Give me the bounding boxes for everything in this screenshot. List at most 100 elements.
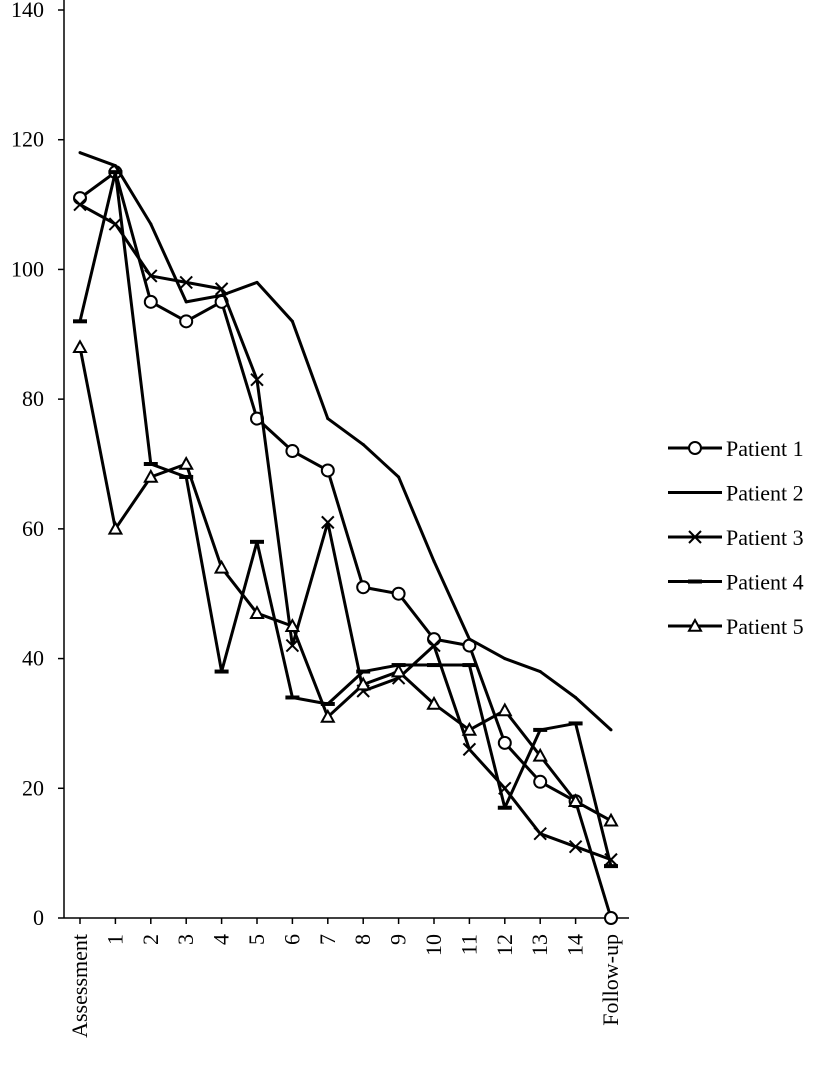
data-point (113, 164, 117, 168)
y-tick-label: 120 (11, 127, 44, 152)
x-tick-label: 10 (421, 934, 446, 956)
data-point (249, 605, 265, 619)
legend-item-patient-3: Patient 3 (668, 525, 804, 550)
data-point (107, 520, 124, 535)
y-tick-label: 0 (33, 905, 44, 930)
series-patient-3 (73, 197, 618, 867)
y-tick-label: 100 (11, 256, 44, 281)
legend-label: Patient 2 (726, 481, 804, 506)
x-tick-label: Follow-up (598, 934, 623, 1026)
x-tick-label: 14 (563, 934, 588, 956)
data-point (72, 339, 88, 354)
data-point (108, 217, 123, 231)
data-point (497, 735, 512, 750)
data-point (427, 638, 441, 653)
x-tick-label: 8 (350, 934, 375, 945)
data-point (320, 463, 335, 478)
data-point (285, 444, 300, 459)
data-point (497, 702, 513, 717)
data-point (533, 826, 547, 841)
legend-item-patient-5: Patient 5 (668, 614, 804, 639)
data-point (533, 774, 548, 789)
data-point (503, 657, 507, 661)
data-point (73, 191, 87, 206)
data-point (604, 911, 618, 925)
legend-item-patient-1: Patient 1 (668, 436, 804, 461)
legend-label: Patient 3 (726, 525, 804, 550)
data-point (184, 300, 188, 304)
legend-marker (688, 441, 702, 455)
x-tick-label: 3 (173, 934, 198, 945)
x-stroke (250, 372, 264, 387)
x-stroke (533, 826, 547, 841)
data-point (143, 294, 158, 309)
series-line-patient-1 (79, 170, 613, 919)
x-tick-label: 11 (456, 934, 481, 955)
x-stroke (179, 275, 193, 290)
data-point (356, 580, 371, 595)
data-point (214, 282, 229, 296)
x-stroke (568, 839, 583, 854)
data-point (609, 728, 613, 732)
data-point (603, 812, 619, 827)
y-tick-label: 60 (22, 516, 44, 541)
data-point (390, 663, 407, 678)
series-line-patient-3 (79, 203, 612, 862)
legend: Patient 1 Patient 2 Patient 3 Patient 4 Pati… (668, 436, 804, 639)
x-stroke (688, 530, 702, 544)
x-tick-label: 9 (386, 934, 411, 945)
data-point (143, 468, 159, 483)
data-point (284, 618, 301, 632)
data-point (568, 839, 583, 854)
legend-marker (687, 617, 703, 632)
x-stroke (108, 217, 123, 231)
data-point (462, 742, 477, 757)
data-point (355, 676, 371, 691)
x-stroke (427, 638, 441, 653)
data-point (532, 747, 548, 762)
x-stroke (214, 282, 229, 296)
data-point (179, 275, 193, 290)
data-point (361, 443, 365, 447)
x-tick-label: 4 (209, 934, 234, 945)
x-stroke (144, 269, 158, 283)
data-point (467, 637, 471, 641)
data-point (73, 197, 87, 212)
legend-marker (688, 530, 702, 544)
y-tick-label: 20 (22, 775, 44, 800)
data-point (426, 695, 442, 710)
x-tick-label: Assessment (67, 934, 92, 1038)
x-tick-label: 2 (138, 934, 163, 945)
x-stroke (321, 515, 335, 530)
data-point (255, 280, 259, 284)
series-lines (72, 151, 619, 925)
x-stroke (73, 197, 87, 212)
x-tick-label: 6 (279, 934, 304, 945)
y-tick-label: 80 (22, 386, 44, 411)
x-tick-label: 12 (492, 934, 517, 956)
data-point (78, 151, 82, 155)
series-line-patient-5 (78, 346, 612, 823)
series-line-patient-2 (79, 151, 613, 732)
legend-item-patient-2: Patient 2 (668, 481, 804, 506)
data-point (427, 632, 441, 647)
data-point (326, 417, 330, 421)
data-point (567, 793, 584, 808)
data-point (213, 559, 230, 574)
x-stroke (285, 638, 300, 653)
data-point (144, 269, 158, 283)
series-patient-5 (72, 339, 619, 827)
x-tick-label: 1 (102, 934, 127, 945)
data-point (320, 708, 336, 723)
data-point (538, 670, 542, 674)
data-point (397, 475, 401, 479)
y-tick-label: 40 (22, 646, 44, 671)
x-stroke (604, 852, 618, 867)
data-point (178, 455, 194, 470)
legend-label: Patient 1 (726, 436, 804, 461)
data-point (250, 372, 264, 387)
legend-label: Patient 4 (726, 570, 804, 595)
x-tick-label: 13 (527, 934, 552, 956)
data-point (285, 638, 300, 653)
